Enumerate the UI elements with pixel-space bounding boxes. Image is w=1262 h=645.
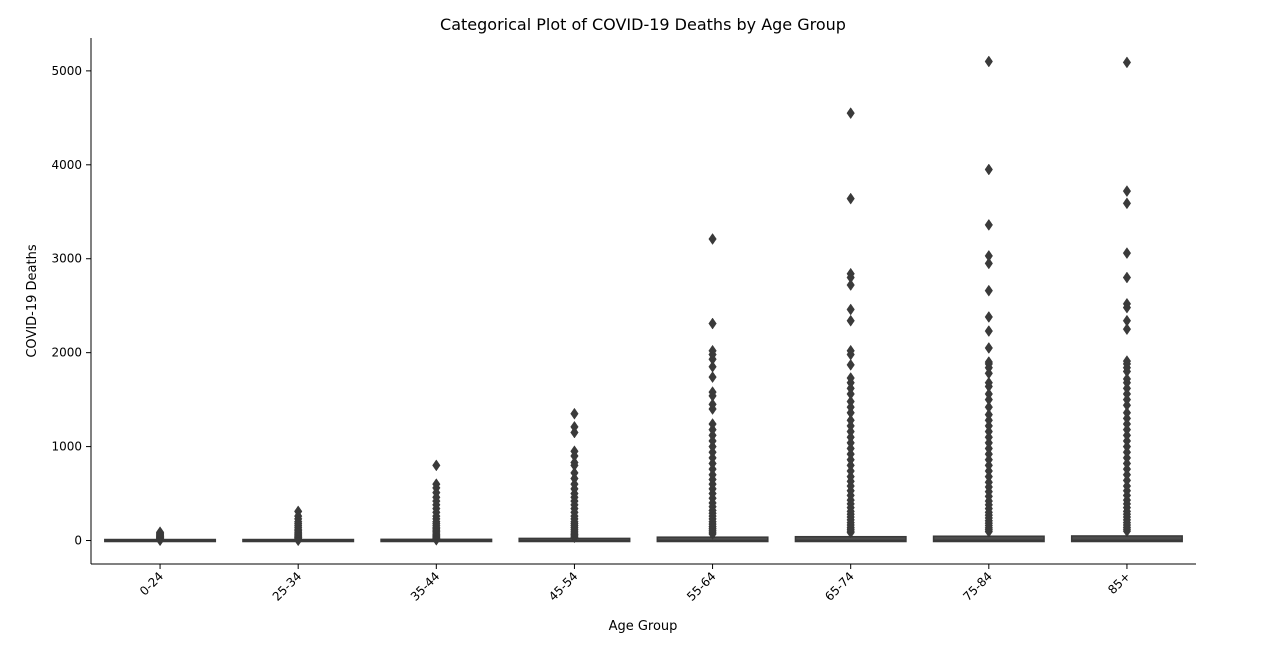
chart-title: Categorical Plot of COVID-19 Deaths by A…: [440, 15, 846, 34]
box-group-25-34: [242, 505, 355, 547]
outlier-point: [984, 388, 993, 400]
outlier-point: [984, 311, 993, 323]
box-group-55-64: [656, 233, 769, 543]
box-group-45-54: [518, 407, 631, 544]
y-tick-label: 3000: [51, 252, 82, 266]
outlier-point: [570, 407, 579, 420]
outlier-point: [570, 445, 579, 458]
outlier-point: [708, 317, 717, 330]
outlier-point: [846, 344, 855, 357]
outlier-point: [432, 478, 441, 491]
outlier-point: [984, 284, 993, 297]
box-group-0-24: [104, 526, 217, 547]
outlier-point: [708, 386, 717, 399]
x-tick-label: 55-64: [684, 569, 719, 604]
outlier-point: [1122, 197, 1132, 210]
outlier-point: [984, 163, 993, 176]
box-group-35-44: [380, 459, 493, 546]
outlier-point: [984, 218, 993, 231]
outlier-point: [708, 398, 717, 411]
outlier-point: [1122, 355, 1132, 368]
y-tick-label: 2000: [51, 346, 82, 360]
y-tick-label: 1000: [51, 440, 82, 454]
outlier-point: [1122, 323, 1132, 336]
outlier-point: [846, 414, 855, 427]
x-tick-label: 85+: [1105, 569, 1133, 597]
x-tick-label: 65-74: [822, 569, 857, 604]
box-group-65-74: [794, 107, 907, 543]
plot-area: [104, 55, 1183, 547]
x-tick-label: 0-24: [137, 569, 166, 598]
outlier-point: [1122, 56, 1132, 69]
outlier-point: [1122, 185, 1132, 198]
box-group-75-84: [932, 55, 1045, 543]
box-group-85+: [1070, 56, 1183, 543]
outlier-point: [708, 233, 717, 245]
outlier-point: [708, 344, 717, 357]
outlier-point: [984, 257, 993, 270]
outlier-point: [984, 342, 993, 354]
outlier-point: [1122, 297, 1132, 310]
outlier-point: [846, 107, 855, 120]
outlier-point: [570, 420, 579, 433]
outlier-point: [708, 360, 717, 373]
outlier-point: [984, 325, 993, 337]
y-tick-label: 0: [74, 534, 82, 548]
outlier-point: [846, 395, 855, 408]
outlier-point: [155, 526, 165, 539]
x-axis-ticks: 0-24 25-34 35-44 45-54 55-64 65-74 75-84 85+: [137, 564, 1133, 604]
outlier-point: [432, 459, 441, 472]
x-tick-label: 75-84: [960, 569, 995, 604]
outlier-point: [1122, 271, 1132, 284]
outlier-point: [1122, 314, 1132, 327]
outlier-point: [570, 456, 579, 469]
outlier-point: [294, 505, 303, 518]
x-tick-label: 35-44: [408, 569, 443, 604]
outlier-point: [846, 303, 855, 316]
outlier-point: [708, 418, 717, 430]
outlier-point: [984, 356, 993, 368]
outlier-point: [846, 279, 855, 291]
x-tick-label: 25-34: [270, 569, 305, 604]
x-tick-label: 45-54: [546, 569, 581, 604]
x-axis-label: Age Group: [609, 619, 678, 634]
y-axis-label: COVID-19 Deaths: [25, 244, 40, 357]
outlier-point: [1122, 406, 1132, 419]
outlier-point: [846, 267, 855, 280]
outlier-point: [570, 466, 579, 479]
outlier-point: [984, 55, 993, 68]
outlier-point: [846, 314, 855, 327]
outlier-point: [708, 371, 717, 384]
y-tick-label: 5000: [51, 64, 82, 78]
outlier-point: [1122, 247, 1132, 260]
outlier-point: [984, 376, 993, 389]
outlier-point: [984, 249, 993, 262]
outlier-point: [846, 358, 855, 371]
outlier-point: [984, 408, 993, 421]
outlier-point: [1122, 373, 1132, 385]
outlier-point: [846, 372, 855, 384]
y-tick-label: 4000: [51, 158, 82, 172]
y-axis-ticks: 0 1000 2000 3000 4000 5000: [51, 64, 91, 548]
outlier-point: [984, 401, 993, 414]
outlier-point: [846, 192, 855, 205]
